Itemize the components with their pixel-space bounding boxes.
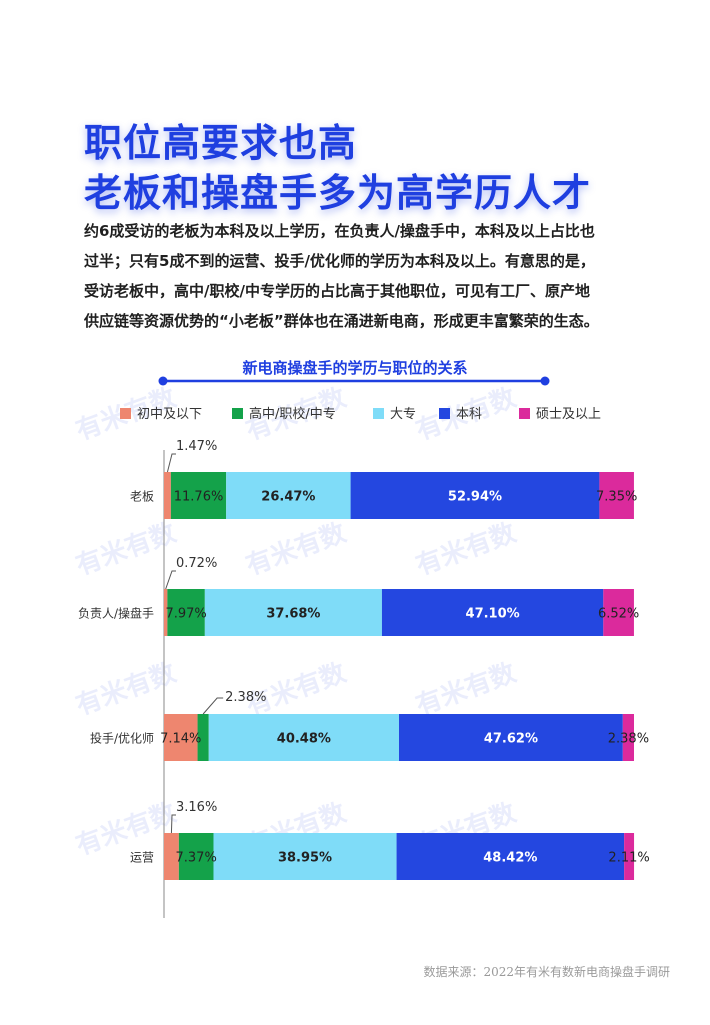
watermark-logo: 有米有数 [242, 517, 351, 581]
bar-segment [197, 714, 209, 761]
watermark-text: 有米有数 [72, 517, 181, 581]
category-label: 负责人/操盘手 [78, 606, 154, 621]
data-label: 2.38% [608, 732, 649, 747]
watermark-logo: 有米有数 [72, 657, 181, 721]
legend-swatch [373, 408, 384, 419]
bar-segment [164, 472, 171, 519]
headline-line-1: 职位高要求也高 [84, 121, 358, 165]
intro-paragraph: 约6成受访的老板为本科及以上学历，在负责人/操盘手中，本科及以上占比也 过半；只… [84, 216, 644, 336]
data-label: 47.62% [484, 732, 538, 747]
data-label: 11.76% [174, 490, 224, 505]
data-label: 0.72% [176, 556, 217, 571]
label-leader-line [170, 814, 176, 834]
data-label: 7.37% [176, 851, 217, 866]
bar-segment [226, 472, 351, 519]
bar-segment [204, 589, 382, 636]
bar-segment [599, 472, 634, 519]
watermark-logo: 有米有数 [412, 517, 521, 581]
paragraph-line: 约6成受访的老板为本科及以上学历，在负责人/操盘手中，本科及以上占比也 [84, 222, 595, 240]
bar-segment [164, 714, 198, 761]
legend-label: 硕士及以上 [536, 407, 601, 422]
data-label: 40.48% [277, 732, 331, 747]
data-label: 2.38% [225, 690, 266, 705]
bar-segment [399, 714, 623, 761]
headline-line-2: 老板和操盘手多为高学历人才 [84, 171, 592, 215]
watermark-text: 有米有数 [412, 657, 521, 721]
data-label: 38.95% [278, 851, 332, 866]
watermark-text: 有米有数 [242, 517, 351, 581]
headline: 职位高要求也高 老板和操盘手多为高学历人才 [84, 118, 591, 218]
legend-label: 初中及以下 [137, 407, 202, 422]
title-underline-dot-left [158, 376, 168, 386]
data-label: 2.11% [608, 851, 649, 866]
data-label: 7.97% [165, 607, 206, 622]
data-label: 7.35% [596, 490, 637, 505]
bar-segment [624, 833, 635, 880]
bar-segment [208, 714, 399, 761]
bar-segment [164, 589, 168, 636]
data-label: 6.52% [598, 607, 639, 622]
label-leader-line [202, 697, 224, 715]
data-label: 37.68% [266, 607, 320, 622]
chart-title: 新电商操盘手的学历与职位的关系 [242, 359, 468, 377]
watermark-logo: 有米有数 [72, 517, 181, 581]
category-label: 运营 [130, 851, 154, 865]
bar-segment [381, 589, 604, 636]
legend-label: 高中/职校/中专 [249, 406, 336, 422]
watermark-logo: 有米有数 [412, 657, 521, 721]
watermark-text: 有米有数 [412, 517, 521, 581]
title-underline-dot-right [540, 376, 550, 386]
paragraph-line: 过半；只有5成不到的运营、投手/优化师的学历为本科及以上。有意思的是， [84, 252, 595, 270]
bar-segment [396, 833, 625, 880]
source-note: 数据来源：2022年有米有数新电商操盘手调研 [423, 965, 670, 979]
watermark-text: 有米有数 [72, 657, 181, 721]
legend-label: 本科 [456, 407, 482, 422]
data-label: 48.42% [483, 851, 537, 866]
paragraph-line: 受访老板中，高中/职校/中专学历的占比高于其他职位，可见有工厂、原产地 [84, 282, 590, 300]
bar-segment [622, 714, 634, 761]
bar-segment [178, 833, 214, 880]
legend-swatch [519, 408, 530, 419]
category-label: 投手/优化师 [90, 731, 154, 746]
bar-segment [213, 833, 397, 880]
bar-segment [170, 472, 227, 519]
data-label: 52.94% [448, 490, 502, 505]
category-label: 老板 [130, 490, 154, 504]
paragraph-line: 供应链等资源优势的“小老板”群体也在涌进新电商，形成更丰富繁荣的生态。 [84, 312, 599, 330]
data-label: 47.10% [466, 607, 520, 622]
legend-label: 大专 [390, 407, 416, 422]
data-label: 3.16% [176, 800, 217, 815]
data-label: 7.14% [160, 732, 201, 747]
label-leader-line [166, 453, 176, 473]
bar-segment [350, 472, 600, 519]
bar-segment [167, 589, 205, 636]
legend-swatch [439, 408, 450, 419]
legend-swatch [120, 408, 131, 419]
data-label: 26.47% [261, 490, 315, 505]
bar-segment [164, 833, 179, 880]
legend-swatch [232, 408, 243, 419]
bar-segment [603, 589, 634, 636]
label-leader-line [165, 570, 176, 590]
data-label: 1.47% [176, 439, 217, 454]
